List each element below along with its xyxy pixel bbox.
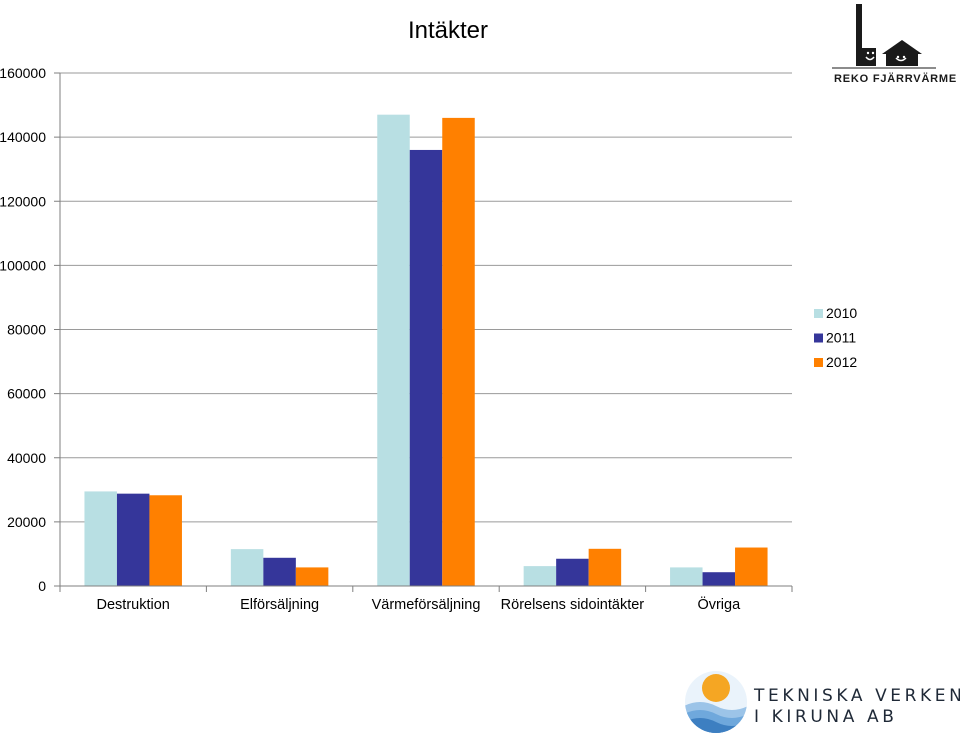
- chimney-house-icon: [832, 4, 936, 69]
- y-tick-label: 120000: [0, 193, 46, 209]
- y-axis-ticks: 0 20000 40000 60000 80000 100000 120000 140000 1…: [0, 65, 46, 594]
- legend-label: 2012: [826, 354, 857, 370]
- bar: [84, 491, 117, 586]
- y-tick-label: 0: [38, 578, 46, 594]
- x-tick-label: Destruktion: [97, 597, 170, 613]
- reko-fjarrvarme-logo: REKO FJÄRRVÄRME: [826, 2, 956, 92]
- bar: [230, 549, 264, 586]
- series-2011: [116, 149, 736, 586]
- bar: [702, 572, 736, 586]
- chart-title: Intäkter: [408, 17, 488, 44]
- y-tick-label: 140000: [0, 129, 46, 145]
- bar: [670, 567, 703, 586]
- x-tick-label: Värmeförsäljning: [372, 597, 481, 613]
- sun-waves-icon: [685, 671, 747, 733]
- y-tick-label: 60000: [7, 386, 46, 402]
- series-2010: [84, 114, 703, 587]
- bar: [116, 493, 150, 586]
- legend-label: 2011: [826, 330, 856, 346]
- legend: 2010 2011 2012: [814, 305, 857, 370]
- bar: [149, 495, 182, 586]
- legend-swatch: [814, 333, 823, 343]
- y-tick-label: 80000: [7, 322, 46, 338]
- x-tick-label: Övriga: [697, 595, 741, 613]
- bar: [377, 114, 410, 587]
- y-tick-label: 40000: [7, 450, 46, 466]
- x-tick-label: Elförsäljning: [240, 597, 319, 613]
- x-axis-labels: Destruktion Elförsäljning Värmeförsäljning…: [97, 595, 742, 613]
- bar: [442, 117, 475, 586]
- tekniska-verken-logo: TEKNISKA VERKEN I KIRUNA AB: [684, 668, 960, 736]
- bar: [735, 547, 768, 586]
- legend-swatch: [814, 309, 823, 318]
- y-tick-label: 20000: [7, 514, 46, 530]
- reko-logo-text: REKO FJÄRRVÄRME: [834, 73, 958, 85]
- bar: [295, 567, 329, 586]
- bar-series: [84, 114, 768, 587]
- legend-label: 2010: [826, 305, 857, 321]
- legend-swatch: [814, 358, 823, 367]
- bar: [409, 149, 443, 586]
- y-tick-label: 160000: [0, 65, 46, 81]
- tekniska-line1: TEKNISKA VERKEN: [754, 686, 960, 706]
- tekniska-line2: I KIRUNA AB: [754, 707, 898, 727]
- axes: [54, 72, 793, 592]
- bar: [556, 558, 589, 586]
- series-2012: [149, 117, 768, 586]
- x-tick-label: Rörelsens sidointäkter: [501, 597, 645, 613]
- bar: [588, 548, 622, 586]
- bar: [263, 557, 296, 586]
- y-tick-label: 100000: [0, 257, 46, 273]
- bar: [523, 566, 557, 586]
